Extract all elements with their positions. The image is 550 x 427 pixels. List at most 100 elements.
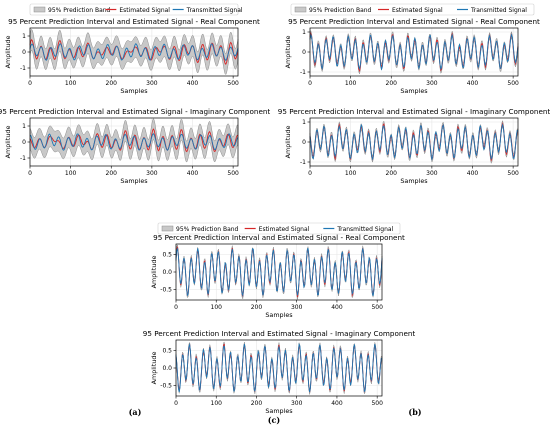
x-tick-label: 500 [371, 304, 383, 311]
x-tick-label: 100 [65, 80, 77, 87]
legend-label-estimated: Estimated Signal [259, 226, 310, 233]
y-tick-label: 1 [22, 123, 26, 130]
legend-swatch-band [33, 6, 46, 13]
legend-label-band: 95% Prediction Band [176, 226, 239, 233]
y-tick-label: 0.0 [162, 365, 172, 372]
x-tick-label: 100 [345, 80, 357, 87]
x-tick-label: 200 [106, 170, 118, 177]
y-axis-label: Amplitude [150, 352, 158, 385]
x-tick-label: 300 [146, 170, 158, 177]
x-axis-label: Samples [120, 177, 148, 185]
chart-panel-a-imaginary: 95 Percent Prediction Interval and Estim… [0, 107, 270, 185]
x-tick-label: 0 [28, 170, 32, 177]
chart-panel-b-real: 95 Percent Prediction Interval and Estim… [284, 17, 540, 95]
legend-c: 95% Prediction Band Estimated Signal Trans… [157, 222, 401, 235]
x-tick-label: 400 [187, 170, 199, 177]
y-tick-label: 1 [22, 33, 26, 40]
y-tick-label: -1 [300, 69, 306, 76]
legend-label-transmitted: Transmitted Signal [186, 7, 243, 14]
chart-panel-a-real: 95 Percent Prediction Interval and Estim… [4, 17, 260, 95]
x-tick-label: 100 [345, 170, 357, 177]
x-tick-label: 0 [308, 80, 312, 87]
x-axis-label: Samples [265, 311, 293, 319]
y-tick-label: -1 [300, 159, 306, 166]
y-tick-label: 0.5 [162, 348, 172, 355]
x-axis-label: Samples [265, 407, 293, 415]
chart-panel-c-real: 95 Percent Prediction Interval and Estim… [150, 233, 405, 319]
x-tick-label: 100 [211, 304, 223, 311]
y-axis-label: Amplitude [150, 256, 158, 289]
x-tick-label: 0 [174, 400, 178, 407]
y-axis-label: Amplitude [4, 126, 12, 159]
x-tick-label: 500 [227, 80, 239, 87]
x-tick-label: 200 [251, 304, 263, 311]
transmitted-signal-line [309, 123, 519, 161]
chart-panel-c-imaginary: 95 Percent Prediction Interval and Estim… [143, 329, 416, 415]
chart-title: 95 Percent Prediction Interval and Estim… [288, 17, 540, 26]
legend-swatch-band [161, 225, 174, 232]
legend-swatch-band [294, 6, 307, 13]
x-tick-label: 300 [146, 80, 158, 87]
chart-title: 95 Percent Prediction Interval and Estim… [8, 17, 260, 26]
x-tick-label: 300 [426, 170, 438, 177]
x-axis-label: Samples [400, 87, 428, 95]
x-tick-label: 100 [211, 400, 223, 407]
x-axis-label: Samples [120, 87, 148, 95]
transmitted-signal-line [309, 33, 519, 71]
legend-box [29, 3, 239, 16]
y-tick-label: -0.5 [160, 383, 172, 390]
legend-label-estimated: Estimated Signal [119, 7, 170, 14]
caption-c: (c) [268, 415, 281, 425]
y-axis-label: Amplitude [284, 126, 292, 159]
x-tick-label: 400 [187, 80, 199, 87]
y-tick-label: -1 [20, 155, 26, 162]
chart-title: 95 Percent Prediction Interval and Estim… [153, 233, 405, 242]
x-tick-label: 500 [227, 170, 239, 177]
x-tick-label: 200 [251, 400, 263, 407]
chart-title: 95 Percent Prediction Interval and Estim… [143, 329, 416, 338]
legend-label-estimated: Estimated Signal [392, 7, 443, 14]
transmitted-signal-line [29, 133, 239, 151]
x-tick-label: 400 [467, 80, 479, 87]
legend-label-transmitted: Transmitted Signal [470, 7, 527, 14]
x-tick-label: 500 [507, 80, 519, 87]
y-axis-label: Amplitude [4, 36, 12, 69]
caption-a: (a) [129, 407, 142, 417]
legend-box [157, 222, 401, 235]
x-axis-label: Samples [400, 177, 428, 185]
chart-title: 95 Percent Prediction Interval and Estim… [0, 107, 270, 116]
x-tick-label: 200 [106, 80, 118, 87]
x-tick-label: 400 [467, 170, 479, 177]
y-tick-label: 0 [302, 139, 306, 146]
legend-label-band: 95% Prediction Band [48, 7, 111, 14]
x-tick-label: 100 [65, 170, 77, 177]
y-tick-label: 0.5 [162, 252, 172, 259]
caption-b: (b) [408, 407, 421, 417]
transmitted-signal-line [29, 43, 239, 61]
transmitted-signal-line [175, 247, 383, 298]
x-tick-label: 0 [308, 170, 312, 177]
y-tick-label: 0 [302, 49, 306, 56]
chart-title: 95 Percent Prediction Interval and Estim… [278, 107, 550, 116]
y-tick-label: 1 [302, 29, 306, 36]
x-tick-label: 0 [28, 80, 32, 87]
y-tick-label: -1 [20, 65, 26, 72]
y-tick-label: -0.5 [160, 287, 172, 294]
legend-b: 95% Prediction Band Estimated Signal Trans… [290, 3, 535, 16]
legend-label-band: 95% Prediction Band [309, 7, 372, 14]
legend-a: 95% Prediction Band Estimated Signal Trans… [29, 3, 243, 16]
y-tick-label: 1 [302, 119, 306, 126]
x-tick-label: 300 [426, 80, 438, 87]
x-tick-label: 200 [386, 80, 398, 87]
x-tick-label: 500 [371, 400, 383, 407]
x-tick-label: 300 [291, 400, 303, 407]
x-tick-label: 300 [291, 304, 303, 311]
y-tick-label: 0 [22, 49, 26, 56]
y-tick-label: 0 [22, 139, 26, 146]
legend-box [290, 3, 535, 16]
y-axis-label: Amplitude [284, 36, 292, 69]
x-tick-label: 200 [386, 170, 398, 177]
x-tick-label: 500 [507, 170, 519, 177]
x-tick-label: 400 [331, 400, 343, 407]
